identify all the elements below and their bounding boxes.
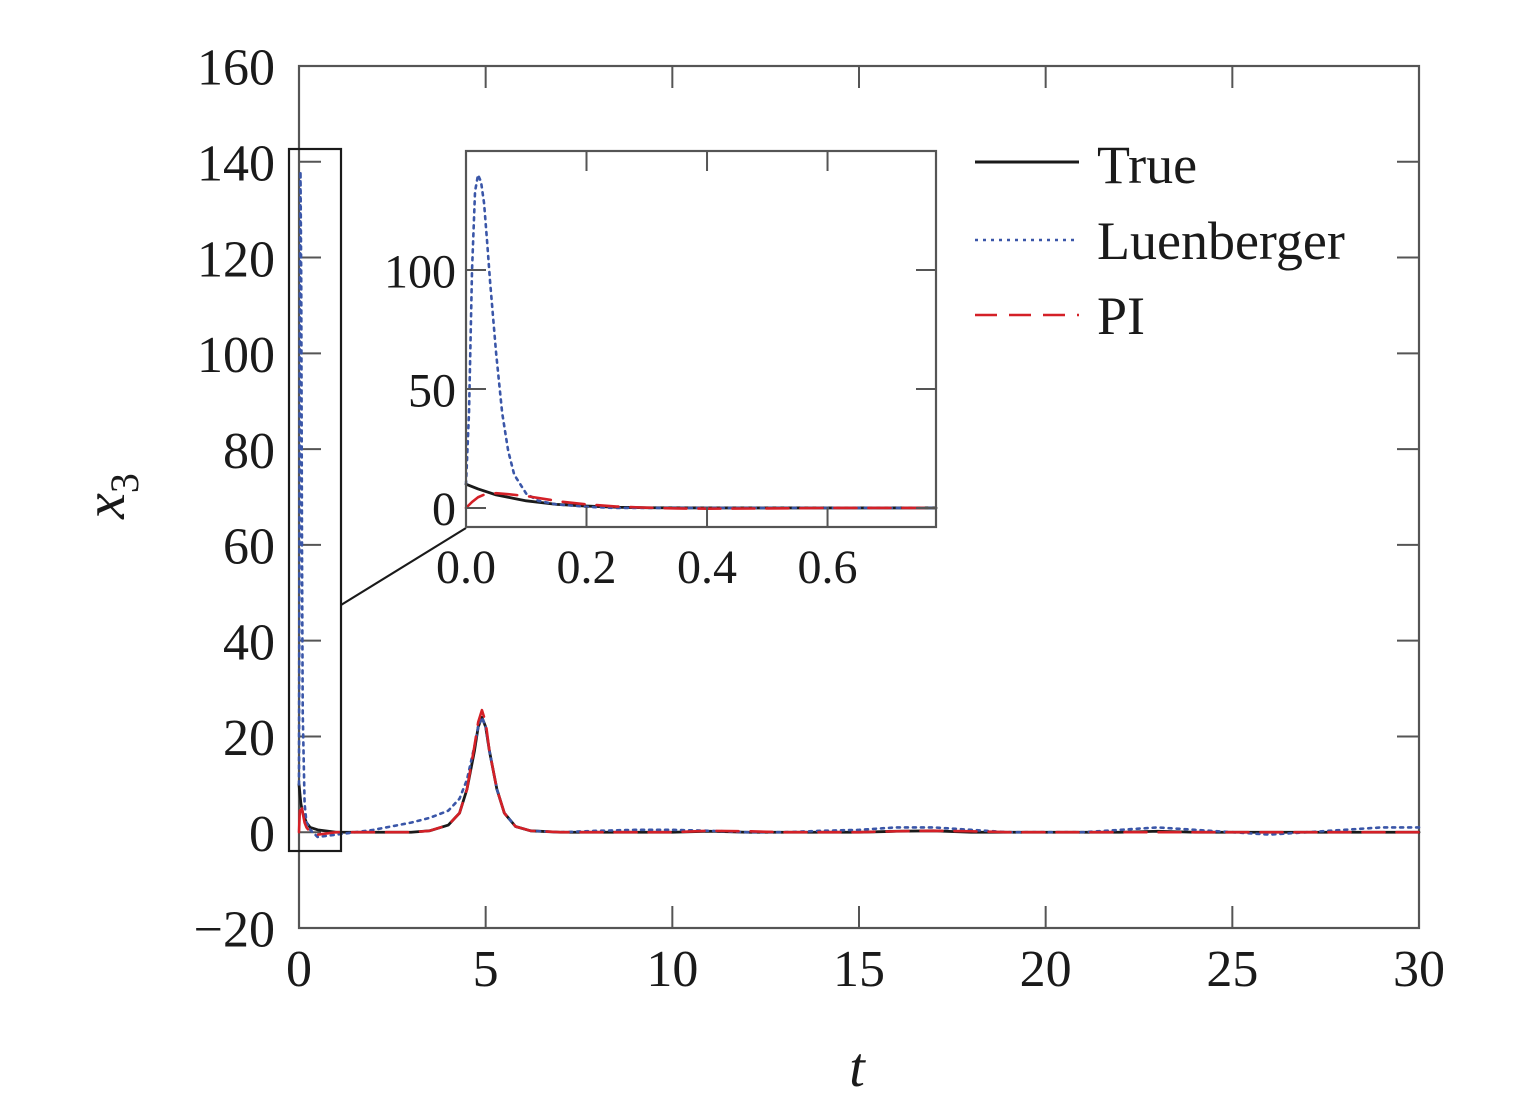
inset-x-tick-label: 0.2 (557, 541, 617, 594)
legend-label-luenberger: Luenberger (1097, 211, 1345, 271)
zoom-connector-line (340, 527, 467, 606)
inset-series (464, 173, 938, 510)
main-y-tick-label: 60 (223, 519, 275, 576)
main-y-tick-label: −20 (194, 902, 275, 959)
inset-x-tick-label: 0.6 (798, 541, 858, 594)
main-y-tick-label: 140 (197, 135, 275, 192)
y-axis-title: x3 (72, 473, 147, 520)
inset-y-tick-label: 100 (384, 245, 456, 298)
main-series-pi (297, 708, 1421, 836)
main-x-tick-label: 15 (833, 941, 885, 998)
y-axis-title-main: x (72, 493, 137, 520)
main-x-tick-label: 0 (286, 941, 312, 998)
main-x-tick-label: 25 (1206, 941, 1258, 998)
main-y-tick-label: 120 (197, 231, 275, 288)
main-y-tick-label: 0 (249, 806, 275, 863)
legend-label-pi: PI (1097, 286, 1145, 346)
inset-x-tick-label: 0.0 (436, 541, 496, 594)
inset-ticks: 0.0 0.2 0.4 0.6 0 50 100 (384, 151, 936, 594)
inset-background (466, 151, 936, 527)
main-y-tick-label: 80 (223, 423, 275, 480)
main-y-tick-label: 20 (223, 710, 275, 767)
main-y-tick-label: 100 (197, 327, 275, 384)
inset-y-tick-label: 50 (408, 364, 456, 417)
main-series (297, 170, 1421, 839)
main-x-tick-label: 20 (1020, 941, 1072, 998)
main-x-tick-label: 10 (646, 941, 698, 998)
y-axis-title-subscript: 3 (102, 473, 147, 493)
main-x-tick-label: 30 (1393, 941, 1445, 998)
inset-axes: 0.0 0.2 0.4 0.6 0 50 100 (384, 149, 938, 594)
main-x-tick-label: 5 (473, 941, 499, 998)
inset-series-pi (464, 491, 938, 510)
main-y-tick-label: 160 (197, 40, 275, 97)
x-axis-title: t (849, 1037, 866, 1099)
legend-label-true: True (1097, 135, 1197, 195)
legend: True Luenberger PI (975, 135, 1345, 346)
main-y-tick-label: 40 (223, 614, 275, 671)
inset-y-tick-label: 0 (432, 483, 456, 536)
inset-plot-frame (464, 149, 938, 529)
inset-x-tick-label: 0.4 (677, 541, 737, 594)
y-axis-title-group: x3 (72, 473, 147, 520)
zoom-region-box (287, 147, 343, 853)
